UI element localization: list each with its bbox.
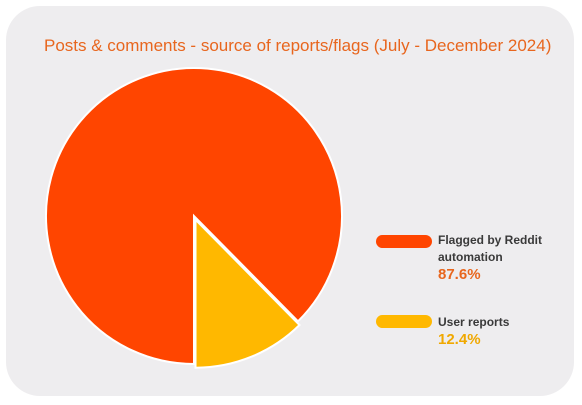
legend-label-user-reports: User reports [438, 315, 510, 329]
legend-swatch-user-reports [376, 315, 432, 328]
legend-value-flagged: 87.6% [438, 266, 481, 283]
legend-value-user-reports: 12.4% [438, 331, 481, 348]
legend-label-flagged: Flagged by Reddit automation [438, 233, 543, 264]
pie-slice-user-reports [194, 217, 301, 369]
chart-title: Posts & comments - source of reports/fla… [44, 36, 552, 55]
legend-swatch-flagged [376, 235, 432, 248]
pie-slice-flagged-by-reddit-automation [45, 67, 343, 366]
